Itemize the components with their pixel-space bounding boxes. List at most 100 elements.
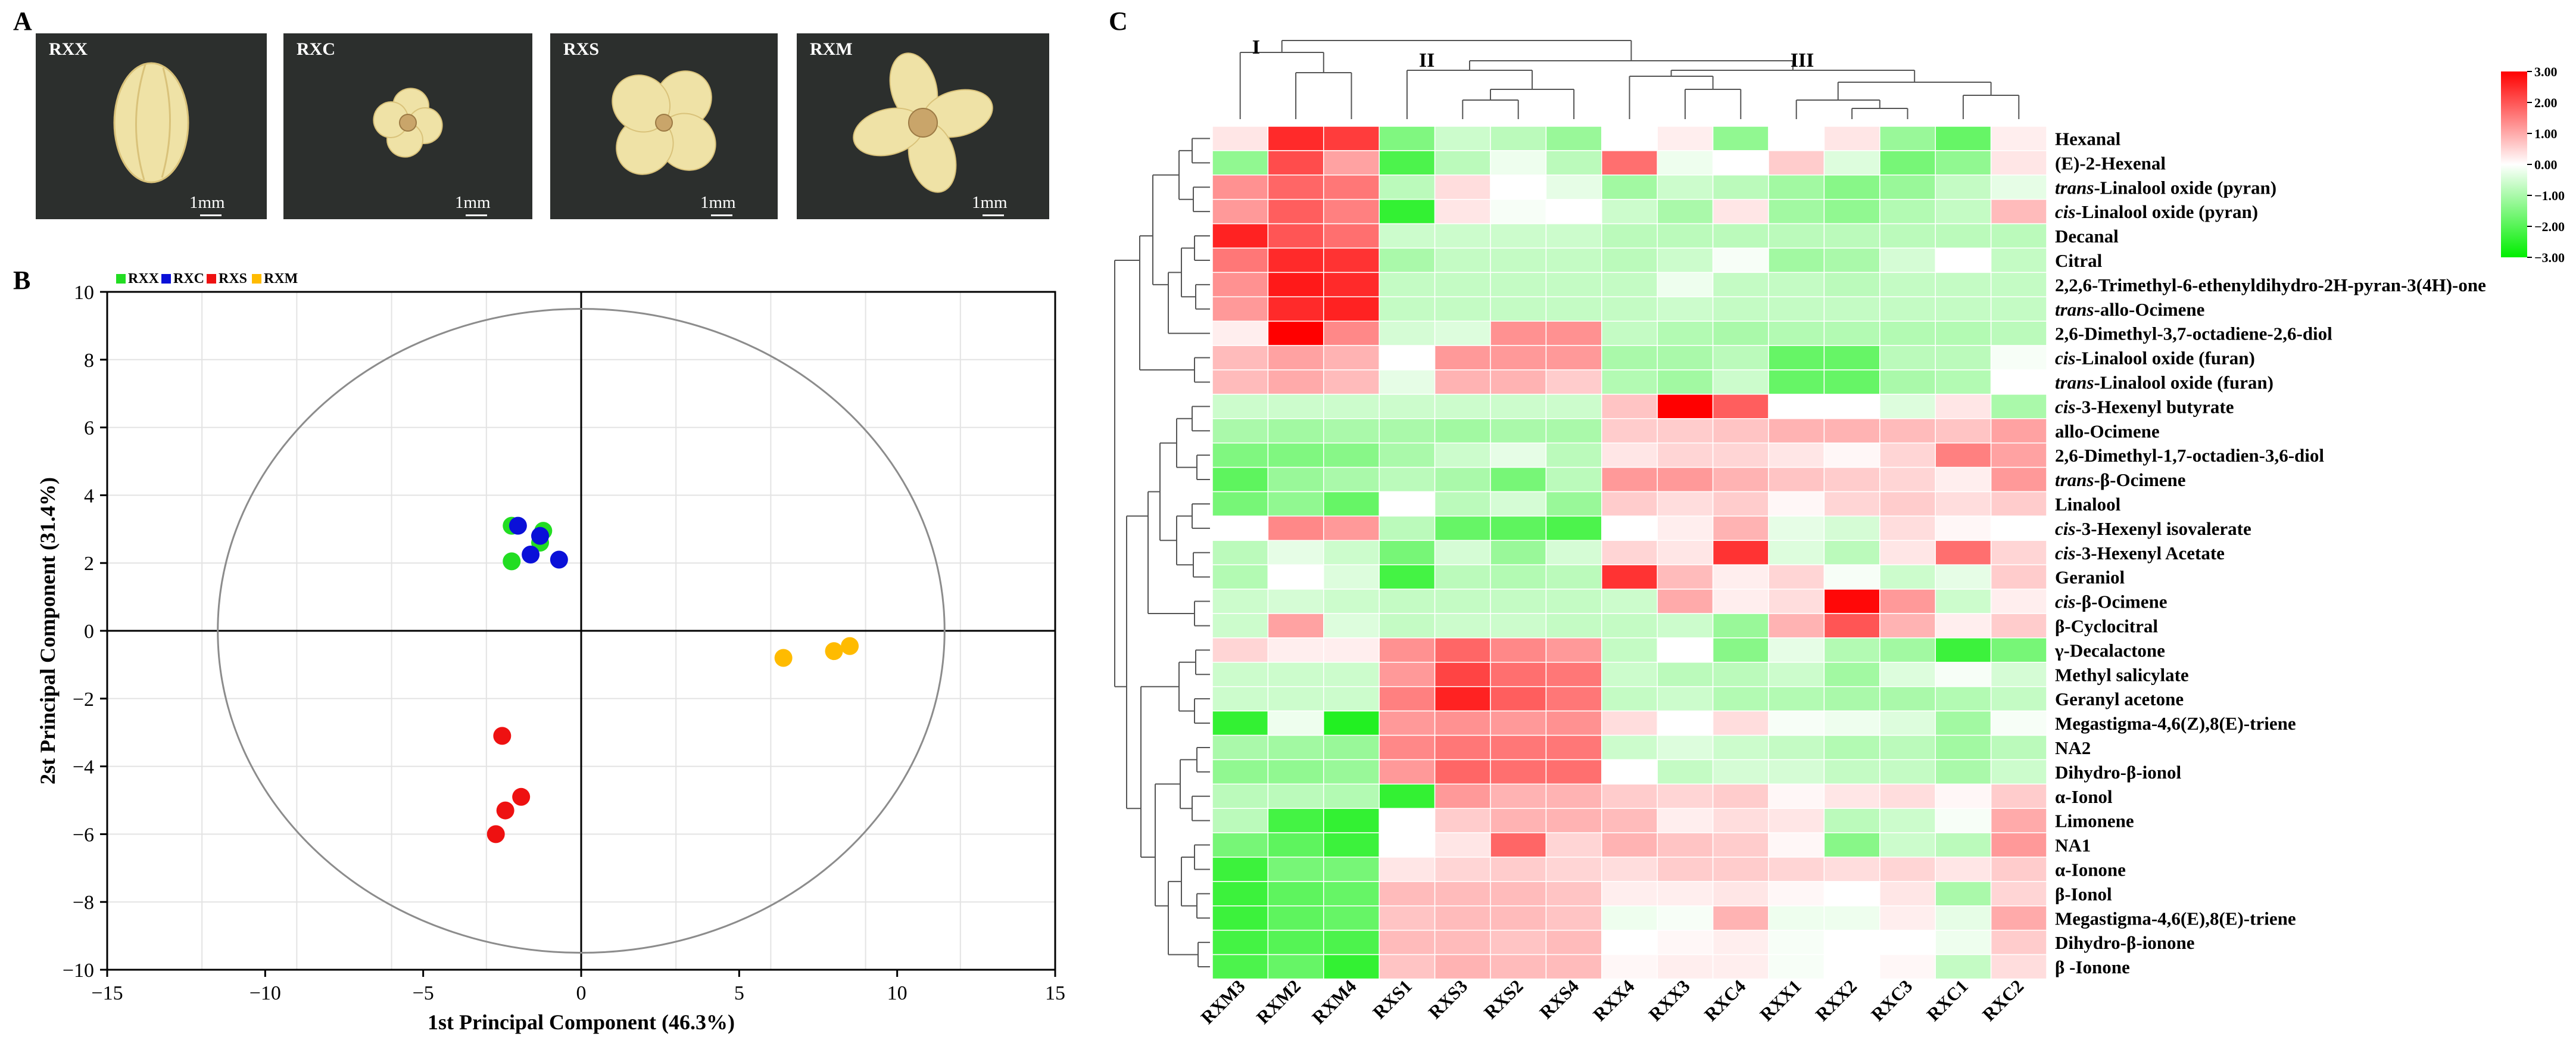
colorbar-tick-label: 0.00: [2534, 157, 2558, 172]
heatmap-cell: [1267, 686, 1324, 712]
x-tick-label: 0: [576, 982, 587, 1004]
scatter-point-rxm: [841, 637, 859, 655]
heatmap-cell: [1712, 564, 1769, 590]
heatmap-cell: [1879, 150, 1936, 176]
heatmap-cell: [1212, 466, 1269, 493]
heatmap-cell: [1379, 589, 1436, 614]
heatmap-cell: [1601, 929, 1658, 955]
heatmap-cell: [1434, 247, 1491, 273]
row-label: 2,6-Dimethyl-1,7-octadien-3,6-diol: [2055, 445, 2324, 466]
heatmap-cell: [1267, 857, 1324, 882]
heatmap-cell: [1768, 175, 1825, 200]
photo-sample-label: RXS: [563, 39, 600, 59]
heatmap-cell: [1823, 954, 1880, 980]
heatmap-cell: [1323, 637, 1380, 663]
heatmap-cell: [1712, 175, 1769, 200]
heatmap-cell: [1434, 662, 1491, 687]
heatmap-cell: [1212, 564, 1269, 590]
scale-bar: [983, 214, 1004, 216]
heatmap-cell: [1768, 345, 1825, 371]
cluster-label: II: [1419, 49, 1434, 71]
heatmap-cell: [1879, 394, 1936, 419]
row-label: Megastigma-4,6(Z),8(E)-triene: [2055, 713, 2296, 734]
heatmap-cell: [1601, 710, 1658, 736]
heatmap-cell: [1601, 808, 1658, 833]
heatmap-cell: [1490, 734, 1547, 761]
heatmap-cell: [1434, 126, 1491, 151]
row-label: β-Cyclocitral: [2055, 615, 2158, 636]
column-label: RXX1: [1755, 976, 1805, 1025]
heatmap-cell: [1712, 418, 1769, 444]
heatmap-cell: [1935, 515, 1992, 541]
heatmap-cell: [1823, 905, 1880, 931]
heatmap-cell: [1490, 564, 1547, 590]
photo-sample-label: RXM: [810, 39, 853, 59]
heatmap-cell: [1657, 589, 1714, 614]
heatmap-cell: [1601, 150, 1658, 176]
heatmap-cell: [1601, 126, 1658, 151]
heatmap-cell: [1935, 345, 1992, 371]
heatmap-cell: [1379, 515, 1436, 541]
heatmap-cell: [1601, 686, 1658, 712]
heatmap-cell: [1545, 710, 1602, 736]
heatmap-cell: [1879, 198, 1936, 225]
heatmap-cell: [1768, 296, 1825, 322]
heatmap-cell: [1657, 783, 1714, 809]
heatmap-cell: [1768, 272, 1825, 298]
scatter-point-rxm: [774, 649, 793, 667]
heatmap-cell: [1267, 808, 1324, 833]
row-label: Citral: [2055, 250, 2103, 271]
heatmap-cell: [1434, 442, 1491, 468]
row-label: cis-β-Ocimene: [2055, 591, 2167, 612]
heatmap-cell: [1768, 515, 1825, 541]
heatmap-cell: [1212, 150, 1269, 176]
heatmap-cell: [1545, 734, 1602, 761]
row-label: trans-allo-Ocimene: [2055, 299, 2204, 320]
heatmap-cell: [1267, 175, 1324, 200]
heatmap-cell: [1490, 272, 1547, 298]
column-label: RXS2: [1480, 976, 1527, 1023]
heatmap-cell: [1935, 832, 1992, 858]
heatmap-cell: [1379, 272, 1436, 298]
heatmap-cell: [1601, 369, 1658, 395]
cluster-label: I: [1252, 36, 1260, 58]
heatmap-cell: [1379, 126, 1436, 151]
colorbar-tick-label: 3.00: [2534, 64, 2558, 79]
heatmap-cell: [1323, 662, 1380, 687]
column-label: RXX4: [1589, 976, 1638, 1025]
heatmap-cell: [1545, 320, 1602, 346]
heatmap-cell: [1823, 662, 1880, 687]
legend-swatch: [161, 274, 171, 284]
heatmap-cell: [1879, 905, 1936, 931]
y-axis-label: 2st Principal Component (31.4%): [36, 477, 60, 784]
heatmap-cell: [1212, 345, 1269, 371]
heatmap-cell: [1935, 418, 1992, 444]
heatmap-cell: [1935, 223, 1992, 249]
heatmap-cell: [1545, 369, 1602, 395]
flower-center: [655, 114, 673, 132]
heatmap-cell: [1990, 710, 2047, 736]
heatmap-cell: [1879, 223, 1936, 249]
heatmap-cell: [1879, 369, 1936, 395]
scatter-point-rxm: [825, 642, 843, 661]
heatmap-cell: [1490, 662, 1547, 687]
heatmap-cell: [1545, 126, 1602, 151]
scatter-point-rxs: [512, 787, 531, 806]
heatmap-cell: [1379, 954, 1436, 980]
heatmap-cell: [1267, 198, 1324, 225]
bud-seam: [135, 64, 146, 180]
heatmap-cell: [1990, 929, 2047, 955]
scatter-point-rxc: [509, 516, 527, 535]
heatmap-cell: [1990, 783, 2047, 809]
heatmap-cell: [1601, 589, 1658, 614]
heatmap-cell: [1712, 247, 1769, 273]
column-label: RXC3: [1867, 976, 1916, 1025]
heatmap-cell: [1935, 686, 1992, 712]
y-tick-label: −8: [73, 892, 94, 914]
heatmap-cell: [1823, 881, 1880, 907]
heatmap-cell: [1712, 491, 1769, 517]
heatmap-cell: [1990, 418, 2047, 444]
heatmap-cell: [1768, 247, 1825, 273]
heatmap-cell: [1267, 515, 1324, 541]
heatmap-cell: [1601, 466, 1658, 493]
